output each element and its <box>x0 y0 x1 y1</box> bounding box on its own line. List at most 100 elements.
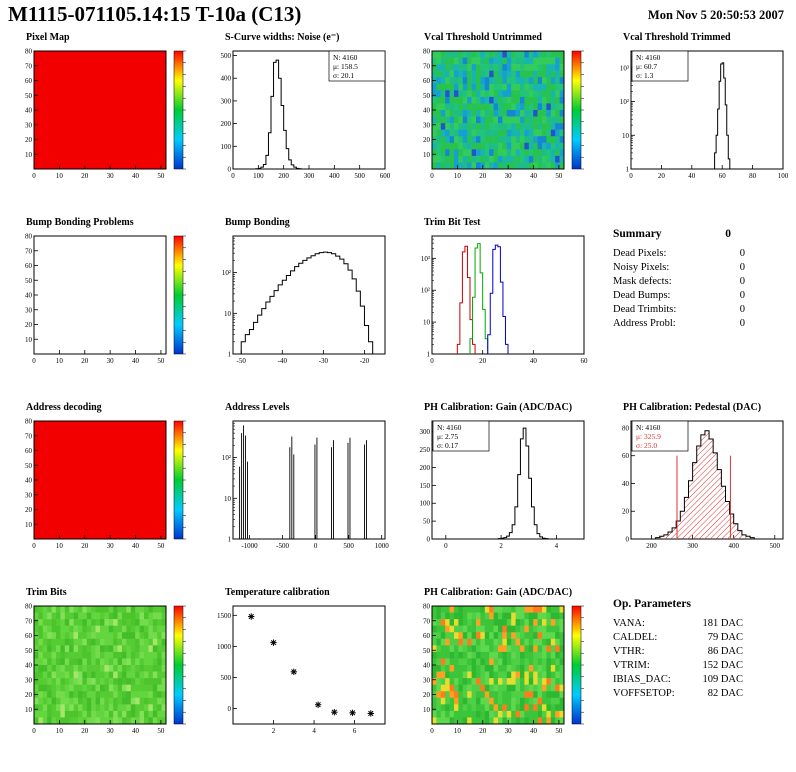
svg-text:500: 500 <box>770 542 781 550</box>
svg-text:50: 50 <box>25 462 33 470</box>
svg-text:40: 40 <box>622 480 630 488</box>
svg-text:400: 400 <box>728 542 739 550</box>
svg-text:0: 0 <box>430 727 434 735</box>
svg-text:80: 80 <box>749 172 757 180</box>
svg-text:-40: -40 <box>278 357 288 365</box>
address-levels-chart: -1000 -500 0 500 1000 1 10 10² <box>222 420 390 550</box>
svg-text:50: 50 <box>25 277 33 285</box>
svg-text:0: 0 <box>228 705 232 713</box>
svg-text:10: 10 <box>454 727 462 735</box>
svg-text:60: 60 <box>25 447 33 455</box>
trim-bits-chart: 0 10 20 30 40 50 10 20 30 40 50 60 70 80 <box>25 603 186 735</box>
svg-text:40: 40 <box>530 357 538 365</box>
vcal-untrimmed-chart: 0 10 20 30 40 50 10 20 30 40 50 60 70 80 <box>423 48 584 180</box>
svg-text:-500: -500 <box>276 542 289 550</box>
svg-text:N: 4160: N: 4160 <box>437 423 462 432</box>
svg-text:0: 0 <box>32 727 36 735</box>
svg-text:6: 6 <box>353 727 357 735</box>
plot-cell-scurve-noise: S-Curve widths: Noise (e⁻) 0 100 200 300 400… <box>199 30 398 215</box>
svg-text:20: 20 <box>25 321 33 329</box>
svg-text:30: 30 <box>505 727 513 735</box>
svg-text:100: 100 <box>221 143 232 151</box>
svg-text:80: 80 <box>423 48 431 56</box>
svg-text:10: 10 <box>25 336 33 344</box>
svg-text:1000: 1000 <box>375 542 390 550</box>
svg-text:10: 10 <box>25 151 33 159</box>
svg-text:30: 30 <box>25 121 33 129</box>
svg-text:20: 20 <box>25 691 33 699</box>
svg-text:40: 40 <box>423 107 431 115</box>
svg-text:50: 50 <box>25 647 33 655</box>
svg-text:50: 50 <box>157 727 165 735</box>
summary-panel: Summary 0 Dead Pixels: 0 Noisy Pixels: 0 M… <box>597 215 796 400</box>
svg-text:20: 20 <box>25 506 33 514</box>
svg-text:50: 50 <box>555 172 563 180</box>
svg-text:100: 100 <box>420 500 431 508</box>
svg-text:40: 40 <box>25 662 33 670</box>
plot-grid: Pixel Map 0 10 20 30 40 50 10 20 30 40 50 60 70 80 S-… <box>0 30 796 770</box>
svg-text:70: 70 <box>25 62 33 70</box>
svg-text:0: 0 <box>32 542 36 550</box>
svg-text:20: 20 <box>81 357 89 365</box>
svg-text:N: 4160: N: 4160 <box>636 53 661 62</box>
summary-header: Summary 0 <box>613 227 745 243</box>
svg-text:40: 40 <box>25 477 33 485</box>
module-test-title: M1115-071105.14:15 T-10a (C13) <box>8 2 302 26</box>
svg-text:200: 200 <box>278 172 289 180</box>
plot-cell-ph-gain-hist: PH Calibration: Gain (ADC/DAC) 0 2 4 0 50 100… <box>398 400 597 585</box>
svg-text:2: 2 <box>272 727 276 735</box>
plot-cell-bump-bonding-problems: Bump Bonding Problems 0 10 20 30 40 50 10 20 30 4… <box>0 215 199 400</box>
svg-text:0: 0 <box>231 172 235 180</box>
svg-text:20: 20 <box>479 172 487 180</box>
svg-text:4: 4 <box>555 542 559 550</box>
svg-text:0: 0 <box>32 357 36 365</box>
plot-title-pixel-map: Pixel Map <box>26 32 70 43</box>
op-param-row-vana: VANA: 181 DAC <box>613 617 743 629</box>
svg-text:10: 10 <box>224 495 232 503</box>
svg-text:50: 50 <box>555 727 563 735</box>
svg-text:-1000: -1000 <box>241 542 258 550</box>
svg-text:10: 10 <box>423 319 431 327</box>
plot-title-trim-bit-test: Trim Bit Test <box>424 217 481 228</box>
svg-text:30: 30 <box>25 491 33 499</box>
svg-text:50: 50 <box>423 92 431 100</box>
summary-total: 0 <box>725 228 731 240</box>
svg-text:20: 20 <box>658 172 666 180</box>
svg-text:20: 20 <box>423 136 431 144</box>
op-param-row-ibias-dac: IBIAS_DAC: 109 DAC <box>613 674 743 686</box>
svg-text:50: 50 <box>25 92 33 100</box>
svg-text:1500: 1500 <box>217 612 232 620</box>
svg-text:10: 10 <box>224 310 232 318</box>
svg-text:20: 20 <box>81 172 89 180</box>
svg-text:70: 70 <box>25 247 33 255</box>
plot-cell-trim-bit-test: Trim Bit Test 0 20 40 60 1 10 10² 10³ <box>398 215 597 400</box>
svg-text:-50: -50 <box>237 357 247 365</box>
plot-title-ph-pedestal: PH Calibration: Pedestal (DAC) <box>623 402 762 413</box>
svg-text:0: 0 <box>314 542 318 550</box>
svg-text:μ: 60.7: μ: 60.7 <box>636 62 657 71</box>
svg-text:60: 60 <box>25 77 33 85</box>
svg-text:80: 80 <box>25 48 33 56</box>
svg-text:30: 30 <box>25 306 33 314</box>
svg-text:40: 40 <box>132 542 140 550</box>
svg-text:100: 100 <box>253 172 264 180</box>
svg-text:70: 70 <box>25 432 33 440</box>
svg-text:60: 60 <box>25 262 33 270</box>
summary-row-dead-bumps: Dead Bumps: 0 <box>613 290 745 302</box>
svg-text:40: 40 <box>132 172 140 180</box>
svg-text:40: 40 <box>530 727 538 735</box>
svg-text:10: 10 <box>423 706 431 714</box>
plot-title-bump-bonding: Bump Bonding <box>225 217 290 228</box>
svg-text:80: 80 <box>25 233 33 241</box>
svg-text:-20: -20 <box>360 357 370 365</box>
svg-text:σ: 25.0: σ: 25.0 <box>636 441 657 450</box>
svg-text:80: 80 <box>622 424 630 432</box>
svg-text:10²: 10² <box>222 454 231 462</box>
svg-text:60: 60 <box>581 357 589 365</box>
svg-text:150: 150 <box>420 482 431 490</box>
svg-text:0: 0 <box>444 542 448 550</box>
summary-row-dead-pixels: Dead Pixels: 0 <box>613 247 745 259</box>
svg-text:20: 20 <box>25 136 33 144</box>
svg-text:50: 50 <box>157 357 165 365</box>
svg-text:4: 4 <box>312 727 316 735</box>
